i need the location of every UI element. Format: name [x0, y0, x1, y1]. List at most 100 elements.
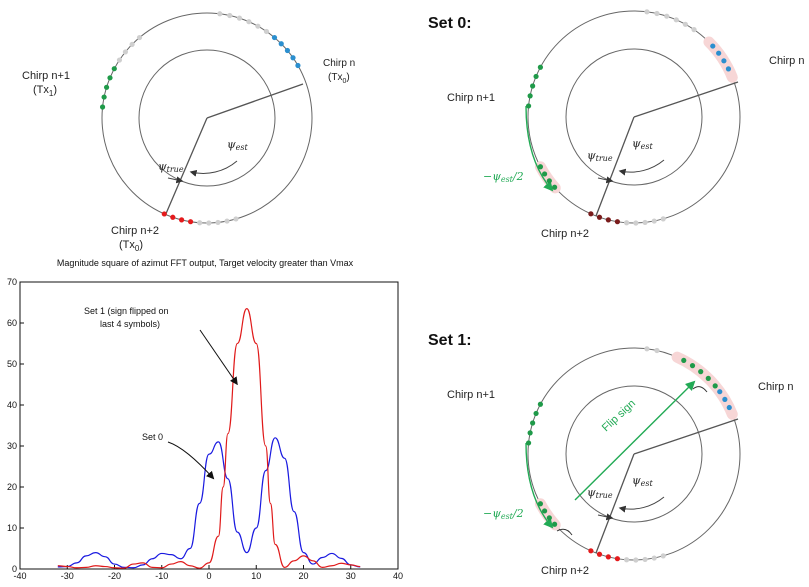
x-tick-label: 40 [393, 571, 403, 581]
idle-dot [654, 347, 660, 354]
idle-dot [236, 15, 243, 21]
chart-title: Magnitude square of azimut FFT output, T… [57, 258, 354, 268]
tx1-dot [537, 401, 544, 407]
tx1-dot [111, 66, 117, 72]
chart-series [57, 308, 361, 569]
x-tick-label: 0 [206, 571, 211, 581]
psi-est-label: ψest [227, 138, 248, 152]
tx1-dot [537, 164, 544, 170]
idle-dot [651, 218, 657, 224]
tx1-dot [681, 357, 687, 364]
set1-psi-est-label: ψest [632, 474, 653, 488]
idle-dot [651, 555, 657, 561]
tx1-dot [103, 84, 110, 90]
set0-highlights [534, 36, 738, 194]
fft-chart: Magnitude square of azimut FFT output, T… [7, 258, 403, 581]
tx1-dot [101, 94, 107, 100]
chart-plot-area [19, 281, 399, 570]
set0-psi-true-arrow [597, 176, 614, 184]
x-tick-label: -40 [13, 571, 26, 581]
tx1-dot [552, 521, 558, 527]
tx1-dot [542, 508, 548, 514]
red-dot [161, 211, 167, 217]
set0-shift-label: −ψest/2 [483, 170, 524, 184]
dark-red-dot [596, 214, 603, 220]
x-tick-label: 10 [251, 571, 261, 581]
dark-red-dot [614, 219, 621, 225]
idle-dot [227, 12, 233, 19]
tx0-dot [271, 34, 278, 41]
set1-shift-label: −ψest/2 [483, 507, 524, 521]
idle-dot [624, 220, 630, 226]
idle-dot [215, 219, 221, 226]
tx0-dot [284, 47, 291, 54]
set1-psi-true-label: ψtrue [587, 486, 613, 500]
set1-brace-top [692, 386, 708, 393]
idle-dot [660, 216, 666, 222]
tx1-dot [533, 73, 539, 80]
set1-shift-arrow [525, 442, 554, 529]
set1-psi-est-arc [618, 496, 665, 513]
highlight-band [671, 351, 738, 420]
set1-chirp-n1-label: Chirp n+1 [447, 389, 495, 401]
idle-dot [644, 346, 650, 352]
set0-shift-arrow [525, 105, 554, 192]
set0-ray-chirp-n [633, 81, 739, 118]
dots-set1 [525, 346, 732, 563]
y-tick-label: 30 [7, 441, 17, 451]
tx1-dot [533, 410, 539, 417]
dark-red-dot [605, 217, 611, 223]
idle-dot [664, 13, 670, 19]
chirp-n1-label: Chirp n+1 [22, 70, 70, 82]
ray-chirp-n2 [164, 117, 208, 217]
set1-title: Set 1: [428, 332, 472, 349]
red-dot [187, 219, 194, 225]
tx1-dot [537, 501, 544, 507]
tx1-dot [525, 440, 532, 446]
set0-title: Set 0: [428, 15, 472, 32]
x-tick-label: 30 [346, 571, 356, 581]
tx1-dot [527, 430, 533, 436]
set0-ray-chirp-n2 [595, 116, 635, 217]
set0-chirp-n1-label: Chirp n+1 [447, 92, 495, 104]
idle-dot [206, 220, 212, 226]
set0-psi-est-arc [618, 159, 665, 176]
idle-dot [673, 17, 679, 23]
idle-dot [217, 11, 223, 17]
set1-brace-bottom [556, 528, 573, 536]
tx1-dot [712, 383, 718, 389]
annotation-set1-arrow [199, 329, 238, 386]
tx1-dot [552, 184, 558, 190]
tx0-dot [710, 43, 716, 49]
diagram-set1: Set 1: ψtrue ψest Flip sign Chirp n Chir… [428, 332, 793, 577]
set1-inner-circle [565, 385, 703, 523]
x-tick-label: -20 [108, 571, 121, 581]
idle-dot [246, 19, 252, 25]
set1-highlights [534, 351, 738, 531]
psi-true-arrow [167, 176, 184, 184]
series-set-0 [57, 437, 361, 569]
set1-flip-label: Flip sign [600, 397, 638, 434]
x-tick-label: -30 [61, 571, 74, 581]
tx1-dot [689, 363, 696, 369]
set0-chirp-n-label: Chirp n [769, 55, 804, 67]
y-tick-label: 10 [7, 523, 17, 533]
set1-chirp-n-label: Chirp n [758, 381, 793, 393]
annotation-set0: Set 0 [142, 432, 163, 442]
series-set-1 [57, 308, 361, 569]
x-tick-label: -10 [155, 571, 168, 581]
idle-dot [644, 9, 650, 15]
idle-dot [197, 220, 203, 226]
red-dot [588, 548, 594, 554]
dots-set0 [525, 9, 732, 226]
tx1-dot [546, 178, 552, 184]
red-dot [614, 556, 621, 562]
idle-dot [129, 41, 135, 48]
chart-ticks: -40 -30 -20 -10 0 10 20 30 40 0 10 20 30 40 50 60 70 [7, 277, 403, 581]
idle-dot [691, 27, 697, 33]
idle-dot [633, 220, 639, 226]
set1-ray-chirp-n2 [595, 453, 635, 554]
tx1-dot [525, 103, 532, 109]
idle-dot [682, 21, 688, 27]
